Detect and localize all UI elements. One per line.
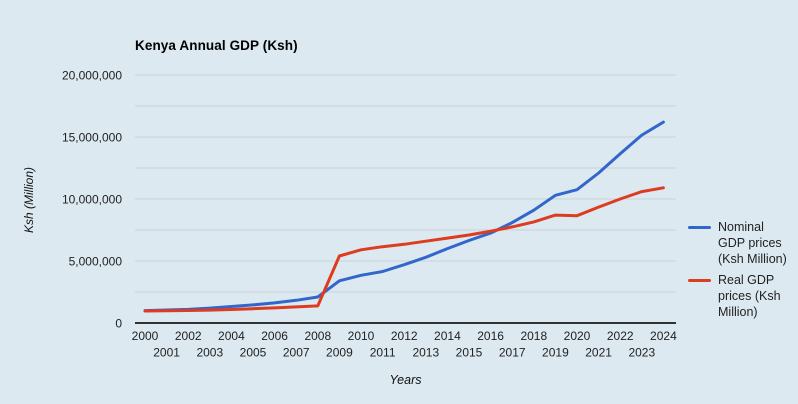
series-line-nominal-gdp — [143, 120, 665, 313]
x-axis-tick-label: 2009 — [326, 346, 353, 360]
x-axis-tick-label: 2008 — [304, 329, 331, 343]
x-axis-tick-label: 2012 — [391, 329, 418, 343]
legend-item-nominal-gdp: Nominal GDP prices (Ksh Million) — [688, 219, 794, 267]
y-axis-tick-label: 10,000,000 — [62, 193, 122, 207]
x-axis-tick-label: 2020 — [564, 329, 591, 343]
x-axis-tick-label: 2023 — [628, 346, 655, 360]
x-axis-tick-label: 2015 — [456, 346, 483, 360]
x-axis-tick-label: 2014 — [434, 329, 461, 343]
x-axis-tick-label: 2000 — [132, 329, 159, 343]
x-axis-tick-label: 2017 — [499, 346, 526, 360]
x-axis-tick-label: 2024 — [650, 329, 677, 343]
chart-legend: Nominal GDP prices (Ksh Million) Real GD… — [688, 219, 794, 320]
chart-title: Kenya Annual GDP (Ksh) — [135, 38, 298, 53]
x-axis-tick-label: 2003 — [196, 346, 223, 360]
x-axis-tick-label: 2010 — [348, 329, 375, 343]
y-axis-tick-label: 0 — [115, 317, 122, 331]
x-axis-tick-label: 2019 — [542, 346, 569, 360]
x-axis-tick-label: 2002 — [175, 329, 202, 343]
y-axis-tick-label: 15,000,000 — [62, 131, 122, 145]
legend-item-real-gdp: Real GDP prices (Ksh Million) — [688, 272, 794, 320]
x-axis-tick-label: 2016 — [477, 329, 504, 343]
x-axis-tick-label: 2004 — [218, 329, 245, 343]
legend-label: Nominal GDP prices (Ksh Million) — [718, 220, 787, 266]
legend-label: Real GDP prices (Ksh Million) — [718, 273, 781, 319]
series-line-real-gdp — [143, 186, 665, 313]
real-gdp-line-swatch-icon — [688, 279, 711, 282]
x-axis-title: Years — [389, 373, 422, 387]
x-axis-tick-label: 2011 — [370, 346, 396, 360]
x-axis-tick-label: 2006 — [261, 329, 288, 343]
x-axis-tick-label: 2001 — [153, 346, 180, 360]
y-axis-tick-label: 20,000,000 — [62, 69, 122, 83]
nominal-gdp-line-swatch-icon — [688, 226, 711, 229]
y-axis-tick-label: 5,000,000 — [69, 255, 123, 269]
x-axis-tick-label: 2018 — [520, 329, 547, 343]
x-axis-tick-label: 2007 — [283, 346, 310, 360]
x-axis-tick-label: 2005 — [240, 346, 267, 360]
x-axis-tick-label: 2013 — [412, 346, 439, 360]
x-axis-tick-label: 2021 — [585, 346, 612, 360]
x-axis-tick-label: 2022 — [607, 329, 634, 343]
